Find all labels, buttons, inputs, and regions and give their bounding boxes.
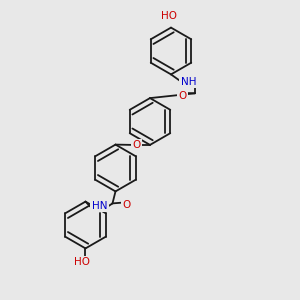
Text: O: O	[132, 140, 141, 150]
Text: O: O	[178, 91, 187, 101]
Text: HO: HO	[161, 11, 178, 21]
Text: HN: HN	[92, 201, 107, 211]
Text: O: O	[123, 200, 131, 210]
Text: HO: HO	[74, 257, 91, 267]
Text: NH: NH	[181, 77, 196, 87]
